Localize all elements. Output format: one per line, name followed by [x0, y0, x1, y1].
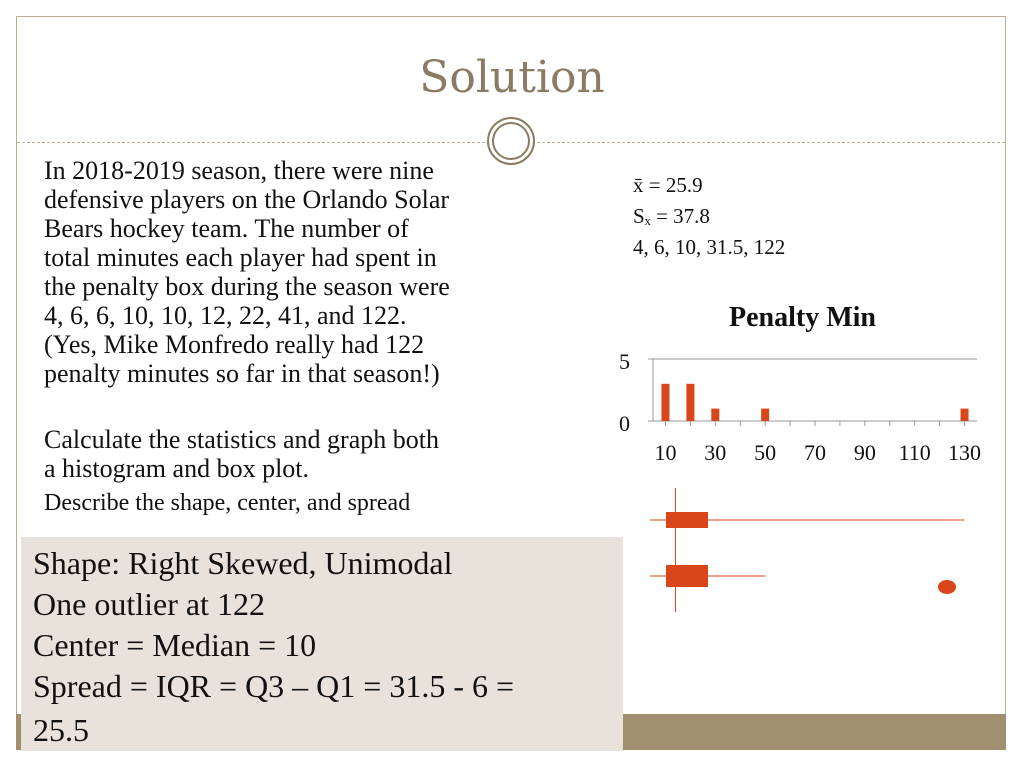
five-number-summary: 4, 6, 10, 31.5, 122 — [633, 235, 786, 259]
describe-instruction: Describe the shape, center, and spread — [44, 490, 411, 516]
x-tick-label: 10 — [654, 440, 676, 465]
problem-line: penalty minutes so far in that season!) — [44, 359, 440, 388]
instruction-line: a histogram and box plot. — [44, 454, 310, 483]
statistics-block: x̄ = 25.9 Sₓ = 37.8 4, 6, 10, 31.5, 122 — [633, 170, 785, 263]
problem-line: (Yes, Mike Monfredo really had 122 — [44, 330, 425, 359]
x-tick-label: 110 — [899, 440, 931, 465]
problem-line: defensive players on the Orlando Solar — [44, 185, 450, 214]
histogram-bar — [661, 383, 670, 421]
mean-stat: x̄ = 25.9 — [633, 173, 703, 197]
boxplot-outlier — [938, 580, 956, 594]
x-tick-label: 90 — [854, 440, 876, 465]
histogram-bar — [686, 383, 695, 421]
instruction-line: Calculate the statistics and graph both — [44, 425, 439, 454]
x-tick-label: 70 — [804, 440, 826, 465]
chart-title: Penalty Min — [729, 302, 876, 333]
x-tick-label: 130 — [948, 440, 981, 465]
boxplot-box — [666, 565, 708, 587]
answer-outlier: One outlier at 122 — [33, 586, 265, 622]
slide-title: Solution — [419, 52, 605, 103]
ornament-ring-inner — [492, 122, 530, 160]
x-tick-label: 50 — [754, 440, 776, 465]
problem-line: 4, 6, 6, 10, 10, 12, 22, 41, and 122. — [44, 301, 407, 330]
answer-box: Shape: Right Skewed, Unimodal One outlie… — [21, 537, 623, 751]
y-tick-label: 0 — [619, 411, 630, 436]
histogram-bar — [960, 408, 969, 421]
answer-center: Center = Median = 10 — [33, 627, 317, 663]
answer-spread: Spread = IQR = Q3 – Q1 = 31.5 - 6 = — [33, 668, 515, 704]
histogram-bar — [761, 408, 770, 421]
instructions-text: Calculate the statistics and graph both … — [44, 425, 574, 483]
histogram-bar — [711, 408, 720, 421]
problem-line: In 2018-2019 season, there were nine — [44, 156, 434, 185]
problem-text: In 2018-2019 season, there were nine def… — [44, 156, 574, 388]
problem-line: Bears hockey team. The number of — [44, 214, 409, 243]
answer-spread-value: 25.5 — [33, 712, 89, 748]
problem-line: total minutes each player had spent in — [44, 243, 437, 272]
x-tick-label: 30 — [704, 440, 726, 465]
problem-line: the penalty box during the season were — [44, 272, 450, 301]
sd-stat: Sₓ = 37.8 — [633, 204, 710, 228]
answer-shape: Shape: Right Skewed, Unimodal — [33, 545, 453, 581]
boxplot-box — [666, 512, 708, 528]
y-tick-label: 5 — [619, 349, 630, 374]
